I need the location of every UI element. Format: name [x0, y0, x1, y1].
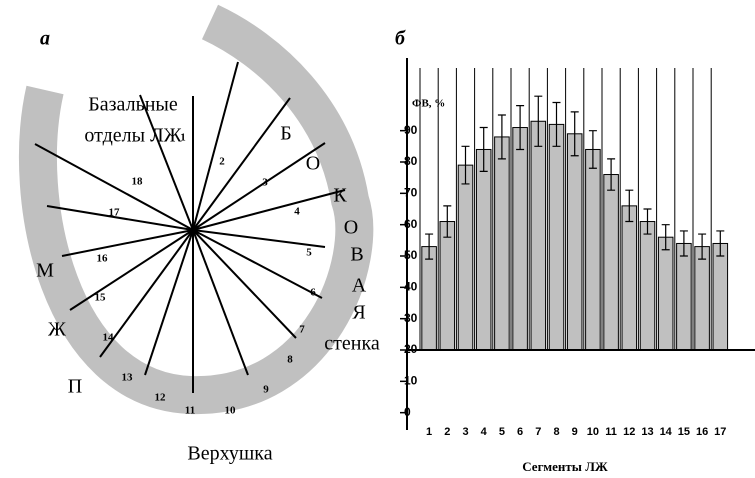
y-tick-label: 10: [404, 374, 418, 388]
bar: [604, 175, 619, 350]
wall-word: стенка: [324, 333, 380, 355]
wall-letter: В: [350, 244, 363, 266]
bar: [695, 247, 710, 350]
segment-number: 7: [299, 324, 305, 336]
wall-letter: П: [68, 376, 82, 398]
x-axis-label: Сегменты ЛЖ: [522, 459, 608, 474]
segment-number: 15: [95, 292, 107, 304]
segment-number: 17: [109, 207, 121, 219]
ray: [193, 190, 345, 230]
wall-letter: А: [352, 275, 367, 297]
x-tick-label: 7: [535, 426, 541, 438]
y-tick-label: 70: [404, 186, 418, 200]
segment-number: 3: [262, 177, 268, 189]
wall-letter: О: [344, 217, 358, 239]
wall-letter: М: [36, 260, 54, 282]
x-tick-label: 1: [426, 426, 432, 438]
x-tick-label: 2: [444, 426, 450, 438]
ray: [145, 230, 193, 375]
apex-label: Верхушка: [187, 443, 272, 465]
bar: [622, 206, 637, 350]
panel-label: б: [395, 28, 406, 50]
panel-label: а: [40, 28, 50, 50]
top-label: Базальные: [88, 94, 178, 116]
ray: [193, 230, 248, 375]
ray: [193, 230, 296, 338]
ray: [100, 230, 193, 357]
y-tick-label: 40: [404, 280, 418, 294]
bar: [440, 222, 455, 350]
bar: [640, 222, 655, 350]
bar: [549, 124, 564, 350]
segment-number: 13: [122, 372, 134, 384]
segment-number: 2: [219, 156, 225, 168]
ray: [193, 230, 322, 298]
ray: [193, 230, 325, 247]
x-tick-label: 11: [605, 426, 617, 438]
x-tick-label: 15: [678, 426, 690, 438]
x-tick-label: 9: [572, 426, 578, 438]
x-tick-label: 4: [481, 426, 488, 438]
segment-number: 9: [263, 384, 269, 396]
y-tick-label: 50: [404, 248, 418, 262]
x-tick-label: 16: [696, 426, 708, 438]
segment-number: 5: [306, 247, 312, 259]
bar: [713, 243, 728, 350]
myocardium: [38, 22, 354, 395]
wall-letter: Ж: [48, 319, 66, 341]
wall-letter: К: [333, 185, 347, 207]
bar: [586, 149, 601, 350]
top-label: отделы ЛЖ: [84, 125, 181, 147]
x-tick-label: 12: [623, 426, 635, 438]
bar: [567, 134, 582, 350]
segment-number: 1: [180, 132, 186, 144]
segment-number: 8: [287, 354, 293, 366]
y-tick-label: 80: [404, 154, 418, 168]
bar: [658, 237, 673, 350]
x-tick-label: 3: [462, 426, 468, 438]
segment-number: 4: [294, 206, 300, 218]
y-tick-label: 30: [404, 311, 418, 325]
x-tick-label: 10: [587, 426, 599, 438]
bar: [531, 121, 546, 350]
bar: [495, 137, 510, 350]
x-tick-label: 14: [660, 426, 673, 438]
bar: [422, 247, 437, 350]
panel-a: а Базальные отделы ЛЖ 1 2 3 4: [35, 22, 380, 465]
segment-number: 12: [155, 392, 167, 404]
bar: [513, 128, 528, 350]
bar: [476, 149, 491, 350]
wall-letter: Я: [352, 302, 365, 324]
x-tick-label: 6: [517, 426, 523, 438]
segment-number: 16: [97, 253, 109, 265]
y-tick-label: 0: [404, 405, 411, 419]
wall-letter: Б: [280, 123, 291, 145]
segment-number: 6: [310, 287, 316, 299]
x-tick-label: 13: [641, 426, 653, 438]
segment-number: 11: [185, 405, 195, 417]
x-tick-label: 17: [714, 426, 726, 438]
y-tick-label: 90: [404, 123, 418, 137]
figure: а Базальные отделы ЛЖ 1 2 3 4: [0, 0, 755, 478]
wall-letter: О: [306, 153, 320, 175]
y-axis-label: ФВ, %: [412, 98, 445, 110]
y-tick-label: 60: [404, 217, 418, 231]
segment-number: 18: [132, 176, 144, 188]
panel-b: б ФВ, % Сегменты ЛЖ 01020304050607080901…: [395, 28, 755, 474]
ray: [193, 98, 290, 230]
x-tick-label: 5: [499, 426, 505, 438]
bar: [458, 165, 473, 350]
bar: [677, 243, 692, 350]
x-tick-label: 8: [553, 426, 559, 438]
segment-number: 14: [103, 332, 115, 344]
segment-number: 10: [225, 405, 237, 417]
